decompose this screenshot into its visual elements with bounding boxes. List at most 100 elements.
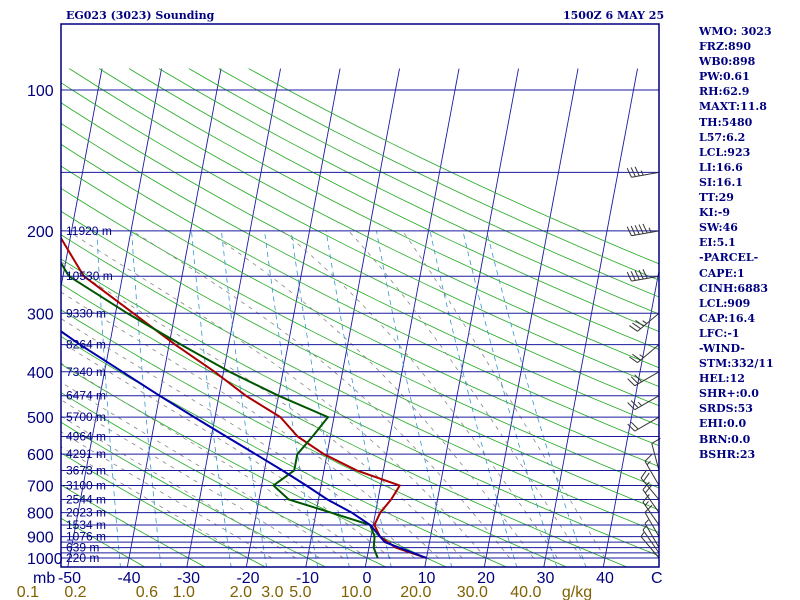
barb-feather: [634, 270, 640, 280]
dry-adiabat: [61, 484, 207, 567]
moist-adiabat: [206, 230, 534, 559]
wind-barb: [627, 416, 660, 432]
temperature-tick-label: 10: [418, 570, 436, 587]
barb-feather: [642, 494, 650, 503]
barb-staff: [637, 312, 660, 332]
index-item: LCL:909: [699, 296, 751, 310]
moist-adiabat: [61, 446, 249, 559]
isotherm-line: [364, 68, 460, 567]
barb-feather: [634, 374, 643, 383]
moist-adiabat: [61, 341, 392, 559]
temperature-tick-label: -20: [236, 570, 259, 587]
pressure-tick-label: 200: [27, 224, 54, 241]
mixing-ratio-line: [325, 230, 392, 567]
mixing-ratio-label: 0.2: [64, 584, 86, 600]
pressure-tick-label: 300: [27, 306, 54, 323]
height-label: 2023 m: [66, 506, 106, 520]
mixing-ratio-label: 20.0: [400, 584, 431, 600]
barb-feather: [630, 271, 636, 281]
dry-adiabat: [98, 68, 659, 350]
mixing-ratio-label: 40.0: [510, 584, 541, 600]
barb-feather: [627, 423, 636, 432]
index-item: BSHR:23: [699, 447, 756, 461]
wind-barb: [626, 269, 660, 282]
wind-barb: [640, 532, 660, 559]
mixing-ratio-line: [264, 230, 319, 567]
temperature-tick-label: 40: [596, 570, 614, 587]
index-item: SHR+:0.0: [699, 387, 759, 401]
moist-adiabat: [61, 261, 463, 559]
index-item: PW:0.61: [699, 70, 750, 84]
barb-feather: [627, 402, 636, 411]
barb-staff: [631, 275, 660, 282]
dry-adiabat: [61, 452, 267, 567]
pressure-tick-label: 700: [27, 479, 54, 496]
barb-staff: [634, 395, 660, 411]
pressure-tick-label: 1000: [27, 551, 63, 568]
barb-feather: [627, 378, 636, 387]
barb-feather: [630, 225, 636, 236]
barb-feather: [634, 225, 640, 235]
barb-staff: [637, 344, 660, 364]
mixing-ratio-label: 10.0: [341, 584, 372, 600]
mixing-ratio-line: [221, 230, 267, 567]
barb-staff: [634, 416, 660, 432]
height-label: 4964 m: [66, 429, 106, 443]
wind-barb: [626, 223, 660, 237]
barb-feather: [644, 485, 653, 494]
mixing-ratio-line: [191, 230, 232, 567]
indices-panel: WMO: 3023 FRZ:890 WB0:898 PW:0.61 RH:62.9 MAX…: [699, 24, 774, 462]
barb-feather: [629, 325, 638, 332]
wind-barb: [627, 371, 660, 387]
mixing-ratio-label: g/kg: [562, 584, 592, 600]
dewpoint-profile: [61, 261, 379, 559]
mixing-ratio-label: 30.0: [457, 584, 488, 600]
parcel-profile: [61, 330, 427, 559]
mixing-ratio-line: [131, 230, 162, 567]
wind-barb: [642, 481, 660, 513]
height-label: 7340 m: [66, 365, 106, 379]
barb-feather: [630, 376, 639, 385]
dry-adiabat: [61, 392, 387, 567]
wind-barb: [644, 519, 660, 548]
wind-barb: [629, 344, 660, 364]
index-item: SI:16.1: [699, 175, 743, 189]
pressure-tick-label: 400: [27, 365, 54, 382]
barb-half-feather: [644, 519, 649, 524]
mixing-ratio-label: 0.1: [17, 584, 39, 600]
mixing-ratio-label: 5.0: [289, 584, 311, 600]
wind-barb: [629, 312, 660, 332]
isotherm-line: [424, 68, 519, 567]
height-label: 5700 m: [66, 410, 106, 424]
barb-feather: [640, 469, 648, 479]
barb-feather: [626, 271, 632, 282]
barb-feather: [626, 167, 632, 178]
barb-staff: [644, 461, 660, 486]
index-item: MAXT:11.8: [699, 100, 767, 114]
height-label: 10530 m: [66, 269, 113, 283]
barb-feather: [644, 453, 653, 462]
height-label: 1534 m: [66, 518, 106, 532]
barb-half-feather: [639, 354, 644, 358]
barb-feather: [632, 353, 641, 361]
index-item: LI:16.6: [699, 160, 743, 174]
mixing-ratio-line: [462, 230, 558, 567]
barb-feather: [638, 224, 644, 234]
barb-feather: [642, 223, 648, 234]
pressure-tick-label: 100: [27, 83, 54, 100]
temperature-tick-label: -30: [177, 570, 200, 587]
barb-feather: [638, 269, 644, 280]
barb-half-feather: [642, 320, 648, 324]
y-axis-label: mb: [33, 570, 55, 587]
index-item: LCL:923: [699, 145, 751, 159]
pressure-tick-label: 500: [27, 410, 54, 427]
mixing-ratio-line: [486, 230, 587, 567]
mixing-ratio-label: 3.0: [261, 584, 283, 600]
isotherm-line: [543, 68, 638, 567]
barb-staff: [640, 477, 660, 500]
index-item: WMO: 3023: [699, 25, 772, 38]
moist-adiabat: [402, 230, 606, 559]
index-item: SW:46: [699, 221, 738, 235]
height-label: 6474 m: [66, 389, 106, 403]
